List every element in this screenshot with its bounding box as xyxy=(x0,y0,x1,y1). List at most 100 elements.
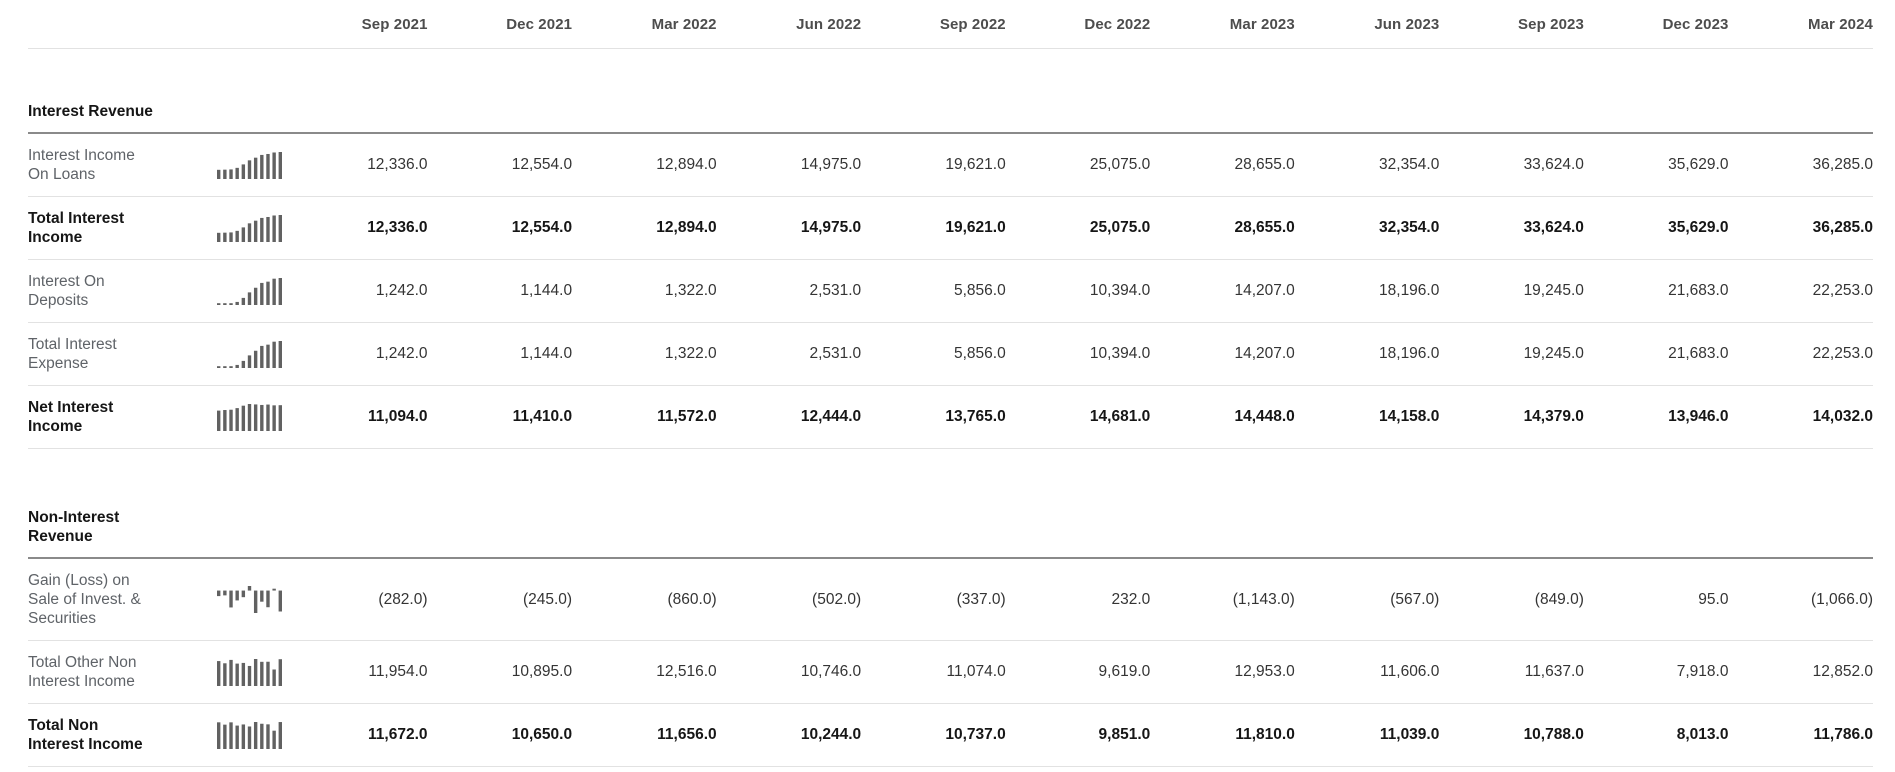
sparkline-bar-chart xyxy=(217,151,282,179)
row-label: Net Interest Income xyxy=(28,386,168,448)
row-label-line: Income xyxy=(28,229,83,246)
section-title: Interest Revenue xyxy=(28,102,168,121)
sparkline-bar-chart xyxy=(217,721,282,749)
cell-value: 10,737.0 xyxy=(945,726,1006,743)
row-interest-on-deposits[interactable]: Interest On Deposits 1,242.0 1,144.0 1,322.0… xyxy=(28,260,1873,323)
column-header-mar-2022: Mar 2022 xyxy=(651,15,717,33)
cell-value: 2,531.0 xyxy=(809,282,862,299)
cell-value: 18,196.0 xyxy=(1379,282,1440,299)
cell-value: (282.0) xyxy=(378,590,428,608)
row-total-interest-expense[interactable]: Total Interest Expense 1,242.0 1,144.0 1,322… xyxy=(28,323,1873,386)
row-sparkline xyxy=(168,214,283,242)
cell-value: 21,683.0 xyxy=(1668,282,1729,299)
row-label-line: On Loans xyxy=(28,166,96,183)
cell-value: 11,410.0 xyxy=(512,408,573,425)
cell-value: 11,074.0 xyxy=(946,663,1006,680)
row-label: Total Other Non Interest Income xyxy=(28,641,168,703)
cell-value: 10,746.0 xyxy=(800,663,862,680)
cell-value: 11,039.0 xyxy=(1379,726,1440,743)
cell-value: 33,624.0 xyxy=(1523,156,1584,173)
column-header-jun-2022: Jun 2022 xyxy=(796,15,862,33)
sparkline-bar-chart xyxy=(217,214,282,242)
section-title-line: Revenue xyxy=(28,528,93,545)
cell-value: 35,629.0 xyxy=(1668,219,1729,236)
cell-value: 8,013.0 xyxy=(1676,726,1729,743)
cell-value: 11,656.0 xyxy=(657,726,717,743)
row-total-non-interest-income[interactable]: Total Non Interest Income 11,672.0 10,650.0… xyxy=(28,704,1873,767)
cell-value: 9,851.0 xyxy=(1098,726,1151,743)
row-label-line: Total Non xyxy=(28,717,99,734)
row-label-line: Total Interest xyxy=(28,210,125,227)
cell-value: 10,650.0 xyxy=(511,726,573,743)
cell-value: 13,765.0 xyxy=(945,408,1006,425)
row-label: Total Interest Expense xyxy=(28,323,168,385)
row-label-line: Deposits xyxy=(28,292,89,309)
cell-value: 1,322.0 xyxy=(664,345,717,362)
row-interest-income-on-loans[interactable]: Interest Income On Loans 12,336.0 12,554.0 1… xyxy=(28,134,1873,197)
row-label-line: Total Other Non xyxy=(28,654,137,671)
cell-value: 12,336.0 xyxy=(367,156,428,173)
cell-value: 2,531.0 xyxy=(809,345,862,362)
cell-value: 1,322.0 xyxy=(664,282,717,299)
cell-value: 13,946.0 xyxy=(1668,408,1729,425)
row-label: Total Interest Income xyxy=(28,197,168,259)
cell-value: 11,637.0 xyxy=(1524,663,1584,680)
row-net-interest-income[interactable]: Net Interest Income 11,094.0 11,410.0 11,572… xyxy=(28,386,1873,449)
row-label: Interest Income On Loans xyxy=(28,134,168,196)
cell-value: (502.0) xyxy=(812,590,862,608)
row-label: Total Non Interest Income xyxy=(28,704,168,766)
cell-value: 25,075.0 xyxy=(1089,156,1151,173)
cell-value: 19,621.0 xyxy=(945,156,1006,173)
cell-value: (860.0) xyxy=(667,590,717,608)
cell-value: 36,285.0 xyxy=(1812,156,1873,173)
cell-value: 22,253.0 xyxy=(1812,345,1873,362)
row-label-line: Interest Income xyxy=(28,736,143,753)
cell-value: (849.0) xyxy=(1534,590,1584,608)
column-header-mar-2024: Mar 2024 xyxy=(1807,15,1873,33)
column-header-sep-2021: Sep 2021 xyxy=(361,15,428,33)
cell-value: 14,032.0 xyxy=(1812,408,1873,425)
row-label-line: Interest Income xyxy=(28,673,135,690)
cell-value: 1,242.0 xyxy=(375,282,428,299)
row-label: Interest On Deposits xyxy=(28,260,168,322)
cell-value: 1,144.0 xyxy=(520,282,573,299)
cell-value: (245.0) xyxy=(522,590,573,608)
row-sparkline xyxy=(168,340,283,368)
cell-value: 11,786.0 xyxy=(1813,726,1873,743)
row-label-line: Sale of Invest. & xyxy=(28,591,141,608)
cell-value: 9,619.0 xyxy=(1098,663,1151,680)
cell-value: 12,894.0 xyxy=(656,219,717,236)
sparkline-bar-chart xyxy=(217,586,282,613)
cell-value: 14,448.0 xyxy=(1234,408,1295,425)
column-header-row: Sep 2021 Dec 2021 Mar 2022 Jun 2022 Sep 2022… xyxy=(28,0,1873,49)
cell-value: 11,094.0 xyxy=(368,408,428,425)
cell-value: 12,852.0 xyxy=(1812,663,1873,680)
section-header-non-interest-revenue: Non-Interest Revenue xyxy=(28,449,1873,559)
cell-value: 11,572.0 xyxy=(657,408,717,425)
cell-value: 11,672.0 xyxy=(368,726,428,743)
column-header-dec-2022: Dec 2022 xyxy=(1084,15,1151,33)
row-label-line: Interest Income xyxy=(28,147,135,164)
row-label-line: Interest On xyxy=(28,273,105,290)
cell-value: 12,953.0 xyxy=(1234,663,1295,680)
row-total-interest-income[interactable]: Total Interest Income 12,336.0 12,554.0 12,8… xyxy=(28,197,1873,260)
sparkline-bar-chart xyxy=(217,340,282,368)
cell-value: 21,683.0 xyxy=(1668,345,1729,362)
sparkline-bar-chart xyxy=(217,277,282,305)
cell-value: 14,975.0 xyxy=(800,219,862,236)
cell-value: 10,394.0 xyxy=(1089,345,1151,362)
cell-value: 14,681.0 xyxy=(1089,408,1151,425)
row-total-other-non-interest-income[interactable]: Total Other Non Interest Income 11,954.0 10… xyxy=(28,641,1873,704)
row-sparkline xyxy=(168,151,283,179)
sparkline-bar-chart xyxy=(217,403,282,431)
column-header-dec-2021: Dec 2021 xyxy=(506,15,573,33)
cell-value: 12,554.0 xyxy=(511,156,573,173)
cell-value: 1,144.0 xyxy=(520,345,573,362)
cell-value: 36,285.0 xyxy=(1812,219,1873,236)
column-header-sep-2023: Sep 2023 xyxy=(1518,15,1584,33)
cell-value: 35,629.0 xyxy=(1668,156,1729,173)
cell-value: 10,244.0 xyxy=(800,726,862,743)
cell-value: 14,158.0 xyxy=(1379,408,1440,425)
cell-value: (1,066.0) xyxy=(1810,590,1873,608)
row-gain-loss-on-sale-of-invest-securities[interactable]: Gain (Loss) on Sale of Invest. & Securitie… xyxy=(28,559,1873,641)
